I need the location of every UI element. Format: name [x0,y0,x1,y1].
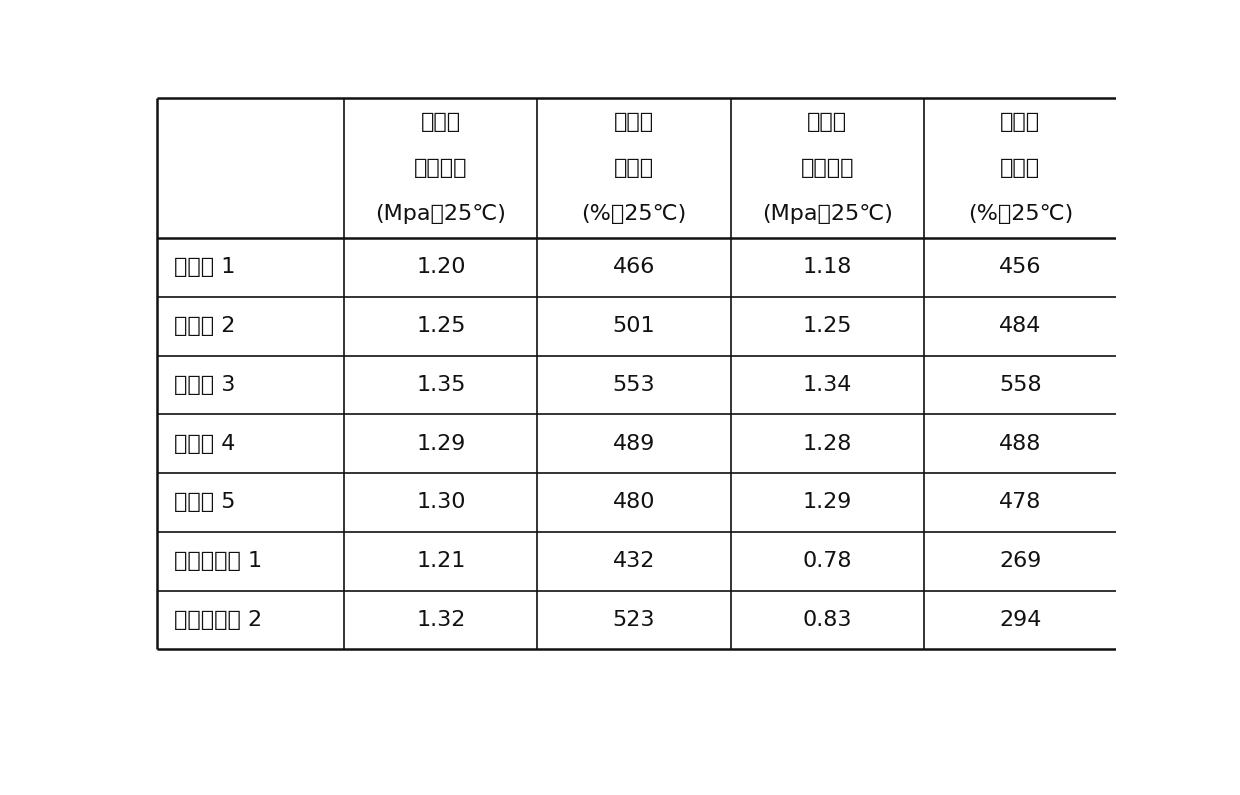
Text: 实施例 2: 实施例 2 [174,316,236,336]
Text: 对比实施例 2: 对比实施例 2 [174,610,263,630]
Text: (Mpa，25℃): (Mpa，25℃) [761,204,893,224]
Text: 1.18: 1.18 [802,258,852,277]
Text: 老化后: 老化后 [807,112,847,132]
Text: 484: 484 [999,316,1042,336]
Text: 480: 480 [613,492,655,513]
Text: 1.34: 1.34 [802,375,852,395]
Text: 实施例 5: 实施例 5 [174,492,236,513]
Text: 558: 558 [999,375,1042,395]
Text: (Mpa，25℃): (Mpa，25℃) [376,204,506,224]
Text: 553: 553 [613,375,656,395]
Text: 488: 488 [999,434,1042,454]
Text: 1.25: 1.25 [417,316,466,336]
Text: 456: 456 [999,258,1042,277]
Text: 0.83: 0.83 [802,610,852,630]
Text: 伸长率: 伸长率 [1001,158,1040,178]
Text: 1.29: 1.29 [802,492,852,513]
Text: 1.29: 1.29 [417,434,465,454]
Text: 伸长率: 伸长率 [614,158,655,178]
Text: 实施例 4: 实施例 4 [174,434,236,454]
Text: 523: 523 [613,610,655,630]
Text: 老化后: 老化后 [1001,112,1040,132]
Text: 老化前: 老化前 [614,112,655,132]
Text: 老化前: 老化前 [420,112,461,132]
Text: 466: 466 [613,258,655,277]
Text: 1.25: 1.25 [802,316,852,336]
Text: 1.28: 1.28 [802,434,852,454]
Text: 0.78: 0.78 [802,551,852,572]
Text: 489: 489 [613,434,655,454]
Text: 1.21: 1.21 [417,551,465,572]
Text: 1.20: 1.20 [417,258,466,277]
Text: 269: 269 [999,551,1042,572]
Text: 实施例 1: 实施例 1 [174,258,236,277]
Text: (%，25℃): (%，25℃) [967,204,1073,224]
Text: 实施例 3: 实施例 3 [174,375,236,395]
Text: 对比实施例 1: 对比实施例 1 [174,551,263,572]
Text: 1.32: 1.32 [417,610,465,630]
Text: 拉伸强度: 拉伸强度 [801,158,854,178]
Text: 拉伸强度: 拉伸强度 [414,158,467,178]
Text: 294: 294 [999,610,1042,630]
Text: 501: 501 [613,316,656,336]
Text: 432: 432 [613,551,655,572]
Text: 1.30: 1.30 [417,492,466,513]
Text: 478: 478 [999,492,1042,513]
Text: 1.35: 1.35 [417,375,466,395]
Text: (%，25℃): (%，25℃) [582,204,687,224]
